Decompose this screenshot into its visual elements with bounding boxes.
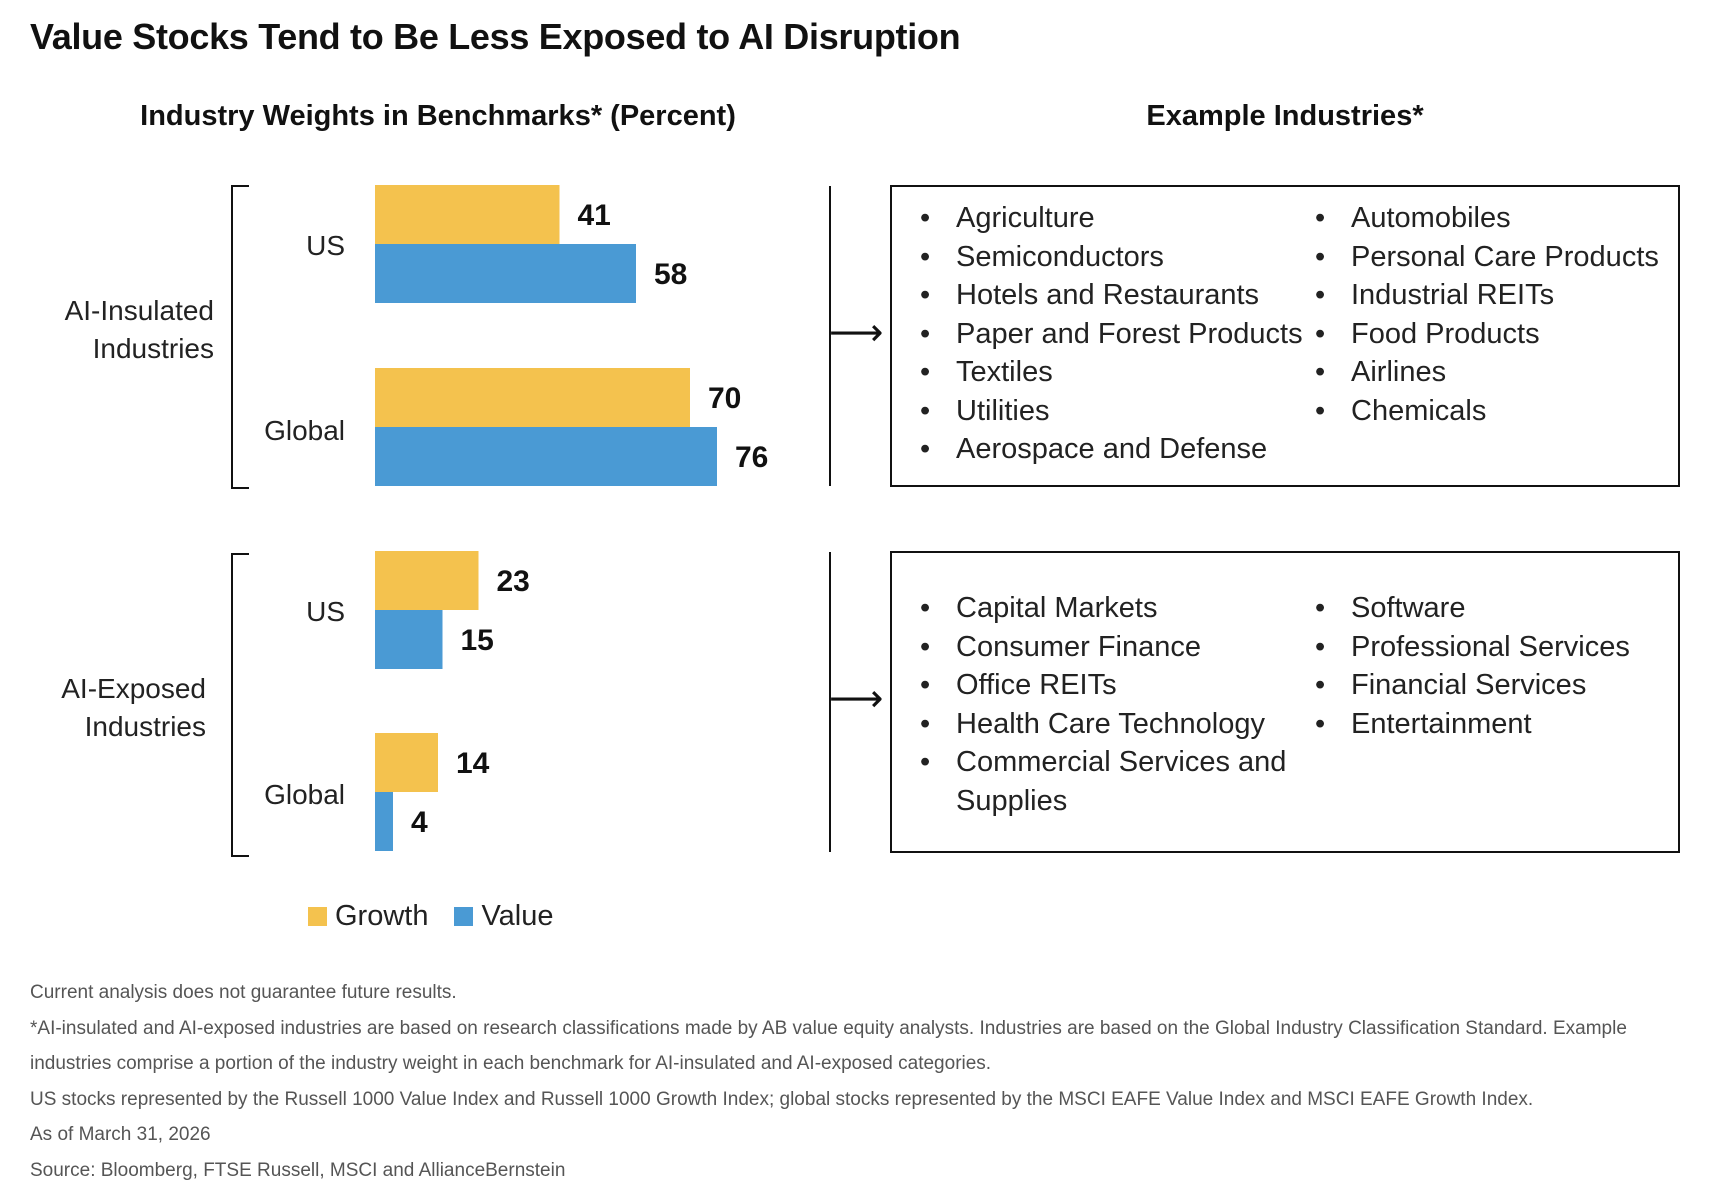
bar-value-exposed-global	[375, 792, 393, 851]
group-label-insulated: AI-Insulated Industries	[40, 292, 214, 368]
insulated-divider	[829, 186, 831, 486]
insulated-industry-item: Automobiles	[1315, 199, 1675, 238]
exposed-industry-item: Financial Services	[1315, 666, 1675, 705]
insulated-industry-item: Paper and Forest Products	[920, 315, 1310, 354]
legend: Growth Value	[308, 900, 580, 933]
insulated-industry-item: Airlines	[1315, 353, 1675, 392]
data-label-growth: 70	[708, 382, 741, 415]
group-label-insulated-line1: AI-Insulated	[64, 295, 214, 326]
group-label-insulated-line2: Industries	[92, 333, 214, 364]
insulated-industries-box	[890, 185, 1680, 487]
exposed-arrow-icon: ⟶	[829, 678, 884, 720]
chart-title: Value Stocks Tend to Be Less Exposed to …	[30, 16, 961, 57]
footnotes: Current analysis does not guarantee futu…	[30, 975, 1710, 1188]
data-label-value: 58	[654, 258, 687, 291]
insulated-industries-col2: AutomobilesPersonal Care ProductsIndustr…	[1315, 199, 1675, 430]
insulated-industries-col1: AgricultureSemiconductorsHotels and Rest…	[920, 199, 1310, 469]
exposed-industry-item: Office REITs	[920, 666, 1290, 705]
region-label-exposed-us: US	[306, 596, 345, 627]
bar-value-insulated-global	[375, 427, 717, 486]
insulated-industry-item: Semiconductors	[920, 238, 1310, 277]
bar-value-exposed-us	[375, 610, 443, 669]
region-label-exposed-global: Global	[264, 779, 345, 810]
legend-swatch-value	[454, 907, 474, 926]
chart-subtitle: Industry Weights in Benchmarks* (Percent…	[140, 100, 736, 132]
legend-label-value: Value	[481, 900, 554, 932]
group-label-exposed: AI-Exposed Industries	[40, 670, 206, 746]
legend-label-growth: Growth	[335, 900, 429, 932]
industries-heading: Example Industries*	[1146, 100, 1424, 132]
insulated-industry-item: Hotels and Restaurants	[920, 276, 1310, 315]
exposed-industries-col2: SoftwareProfessional ServicesFinancial S…	[1315, 589, 1675, 743]
footnote-source: Source: Bloomberg, FTSE Russell, MSCI an…	[30, 1159, 566, 1181]
exposed-industry-item: Entertainment	[1315, 705, 1675, 744]
insulated-industry-item: Agriculture	[920, 199, 1310, 238]
insulated-industry-item: Chemicals	[1315, 392, 1675, 431]
exposed-industry-item: Capital Markets	[920, 589, 1290, 628]
group-label-exposed-line1: AI-Exposed	[61, 673, 206, 704]
bar-growth-insulated-us	[375, 185, 560, 244]
footnote-date: As of March 31, 2026	[30, 1124, 211, 1145]
region-label-insulated-us: US	[306, 230, 345, 261]
insulated-industry-item: Utilities	[920, 392, 1310, 431]
bar-value-insulated-us	[375, 244, 636, 303]
exposed-industries-col1: Capital MarketsConsumer FinanceOffice RE…	[920, 589, 1290, 820]
data-label-growth: 14	[456, 747, 490, 780]
insulated-bracket	[231, 185, 249, 489]
exposed-industry-item: Health Care Technology	[920, 705, 1290, 744]
insulated-industry-item: Personal Care Products	[1315, 238, 1675, 277]
data-label-value: 76	[735, 441, 768, 474]
legend-swatch-growth	[308, 907, 327, 926]
exposed-divider	[829, 552, 831, 852]
bar-growth-exposed-global	[375, 733, 438, 792]
data-label-growth: 41	[578, 199, 611, 232]
exposed-industry-item: Commercial Services and Supplies	[920, 743, 1290, 820]
insulated-industry-item: Industrial REITs	[1315, 276, 1675, 315]
insulated-industry-item: Food Products	[1315, 315, 1675, 354]
data-label-growth: 23	[497, 565, 530, 598]
exposed-industries-box	[890, 551, 1680, 853]
insulated-arrow-icon: ⟶	[829, 312, 884, 354]
data-label-value: 4	[411, 806, 428, 839]
insulated-industry-item: Textiles	[920, 353, 1310, 392]
legend-item-growth: Growth	[308, 900, 428, 933]
exposed-industry-item: Consumer Finance	[920, 628, 1290, 667]
exposed-industry-item: Professional Services	[1315, 628, 1675, 667]
bar-growth-insulated-global	[375, 368, 690, 427]
legend-item-value: Value	[454, 900, 554, 933]
exposed-industry-item: Software	[1315, 589, 1675, 628]
exposed-bracket	[231, 553, 249, 857]
data-label-value: 15	[461, 624, 494, 657]
bar-growth-exposed-us	[375, 551, 479, 610]
insulated-industry-item: Aerospace and Defense	[920, 430, 1310, 469]
group-label-exposed-line2: Industries	[84, 711, 206, 742]
footnote-disclaimer: Current analysis does not guarantee futu…	[30, 982, 457, 1003]
footnote-indices: US stocks represented by the Russell 100…	[30, 1088, 1534, 1110]
footnote-classification: *AI-insulated and AI-exposed industries …	[30, 1017, 1627, 1075]
region-label-insulated-global: Global	[264, 415, 345, 446]
